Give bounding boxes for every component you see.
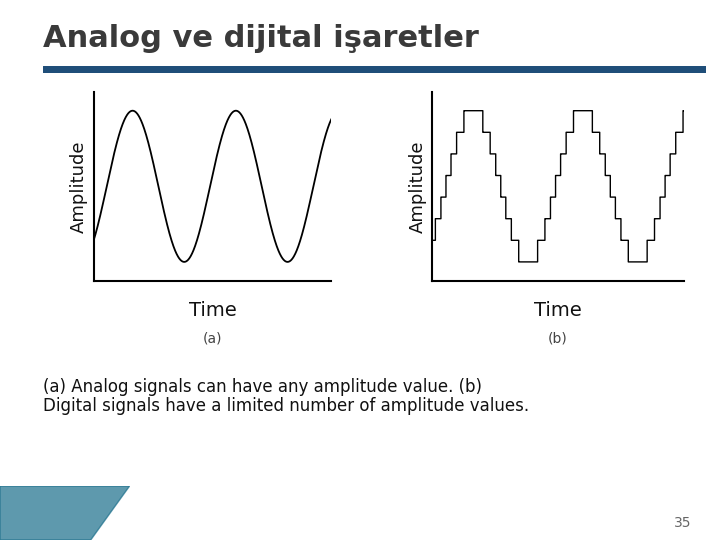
Text: (a): (a) [202, 332, 222, 346]
Text: Time: Time [534, 301, 582, 320]
Text: (a) Analog signals can have any amplitude value. (b): (a) Analog signals can have any amplitud… [43, 378, 482, 396]
Text: Time: Time [189, 301, 236, 320]
Polygon shape [0, 486, 130, 540]
Text: (b): (b) [548, 332, 568, 346]
Text: Analog ve dijital işaretler: Analog ve dijital işaretler [43, 24, 479, 53]
Y-axis label: Amplitude: Amplitude [408, 140, 426, 233]
Text: 35: 35 [674, 516, 691, 530]
Y-axis label: Amplitude: Amplitude [70, 140, 88, 233]
Text: Digital signals have a limited number of amplitude values.: Digital signals have a limited number of… [43, 397, 529, 415]
